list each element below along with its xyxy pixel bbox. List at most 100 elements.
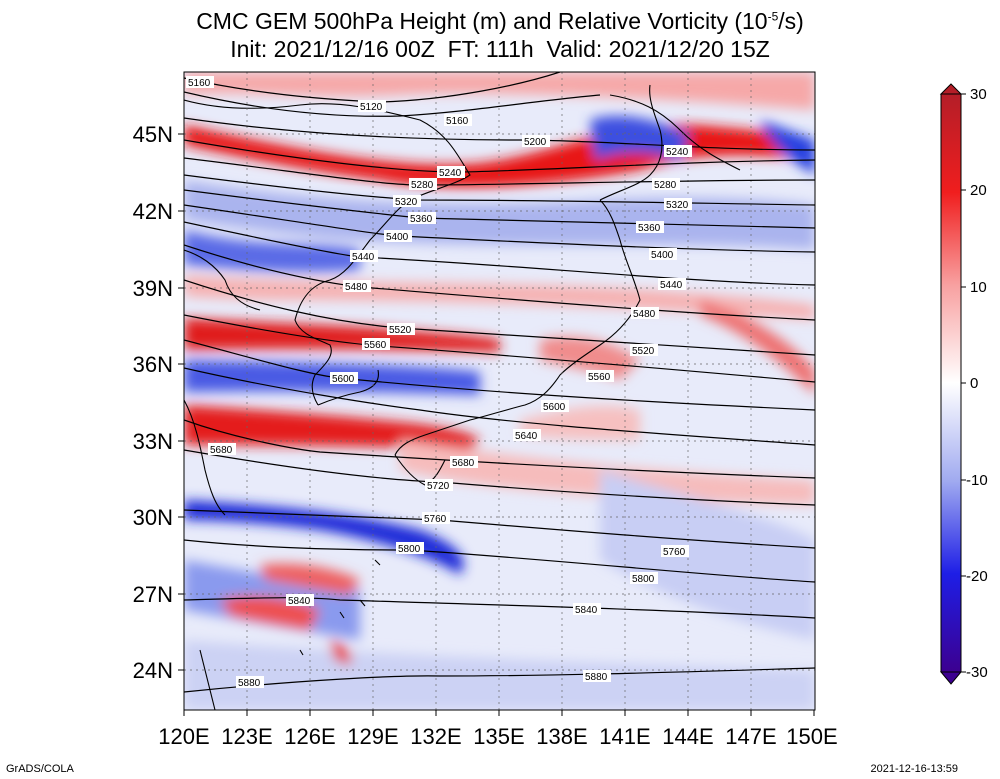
svg-text:5800: 5800 <box>632 574 655 585</box>
lon-label: 135E <box>473 724 524 749</box>
contour-label: 5520 <box>630 344 658 357</box>
svg-text:5400: 5400 <box>386 232 409 243</box>
lon-label: 123E <box>221 724 272 749</box>
colorbar-top-arrow <box>939 83 963 95</box>
contour-label: 5560 <box>362 338 390 351</box>
svg-text:5680: 5680 <box>210 445 233 456</box>
svg-text:5880: 5880 <box>585 672 608 683</box>
coastlines <box>184 84 741 710</box>
contour-label: 5240 <box>437 166 465 179</box>
title-unit-end: /s) <box>778 8 804 34</box>
contour-label: 5120 <box>358 100 386 113</box>
svg-text:5320: 5320 <box>395 197 418 208</box>
footer-software-credit: GrADS/COLA <box>6 763 74 775</box>
contour-label: 5720 <box>425 479 453 492</box>
contour-label: 5320 <box>664 198 692 211</box>
lat-label: 36N <box>133 352 173 377</box>
svg-text:5280: 5280 <box>654 180 677 191</box>
axis-ticks <box>178 133 815 716</box>
contour-label: 5800 <box>630 572 658 585</box>
svg-text:5640: 5640 <box>515 431 538 442</box>
svg-text:5560: 5560 <box>364 340 387 351</box>
contour-label: 5440 <box>350 250 378 263</box>
svg-text:5120: 5120 <box>360 102 383 113</box>
svg-text:5160: 5160 <box>188 78 211 89</box>
title-main: CMC GEM 500hPa Height (m) and Relative V… <box>196 8 768 34</box>
contour-label: 5600 <box>330 372 358 385</box>
svg-text:5520: 5520 <box>632 346 655 357</box>
vorticity-field <box>184 72 815 710</box>
svg-text:5480: 5480 <box>633 309 656 320</box>
contour-label: 5440 <box>658 278 686 291</box>
svg-text:5160: 5160 <box>446 116 469 127</box>
svg-text:5440: 5440 <box>660 280 683 291</box>
svg-text:5800: 5800 <box>398 544 421 555</box>
colorbar-tick: -10 <box>966 472 988 489</box>
contour-label: 5160 <box>444 114 472 127</box>
lat-label: 39N <box>133 276 173 301</box>
lat-label: 45N <box>133 122 173 147</box>
contour-label: 5480 <box>343 280 371 293</box>
contour-label: 5600 <box>541 400 569 413</box>
lat-label: 27N <box>133 582 173 607</box>
colorbar-bottom-arrow <box>939 671 963 685</box>
contour-label: 5360 <box>408 212 436 225</box>
contour-label: 5280 <box>409 178 437 191</box>
lon-label: 150E <box>786 724 837 749</box>
colorbar-tick: -30 <box>966 664 988 681</box>
contour-label: 5840 <box>573 603 601 616</box>
svg-text:5440: 5440 <box>352 252 375 263</box>
lon-label: 129E <box>347 724 398 749</box>
lon-label: 141E <box>599 724 650 749</box>
svg-text:5240: 5240 <box>439 168 462 179</box>
longitude-labels: 120E 123E 126E 129E 132E 135E 138E 141E … <box>158 724 837 749</box>
contour-label: 5760 <box>422 512 450 525</box>
title-exponent: -5 <box>767 9 779 24</box>
latitude-labels: 45N 42N 39N 36N 33N 30N 27N 24N <box>133 122 173 683</box>
svg-text:5760: 5760 <box>424 514 447 525</box>
lon-label: 144E <box>662 724 713 749</box>
lon-label: 138E <box>536 724 587 749</box>
contour-label: 5680 <box>450 456 478 469</box>
contour-label: 5760 <box>661 545 689 558</box>
svg-text:5360: 5360 <box>410 214 433 225</box>
colorbar-tick: 10 <box>970 279 987 296</box>
svg-text:5480: 5480 <box>345 282 368 293</box>
lat-label: 24N <box>133 658 173 683</box>
svg-text:5880: 5880 <box>238 678 261 689</box>
contour-labels: 5160 5120 5160 5200 5240 5240 5280 5280 … <box>186 76 692 689</box>
colorbar: 30 20 10 0 -10 -20 -30 <box>939 83 988 685</box>
svg-text:5840: 5840 <box>575 605 598 616</box>
contour-label: 5800 <box>396 542 424 555</box>
contour-label: 5400 <box>649 248 677 261</box>
svg-text:5400: 5400 <box>651 250 674 261</box>
svg-text:5600: 5600 <box>332 374 355 385</box>
svg-text:5680: 5680 <box>452 458 475 469</box>
contour-label: 5360 <box>636 221 664 234</box>
chart-title-line2: Init: 2021/12/16 00Z FT: 111h Valid: 202… <box>230 36 770 62</box>
colorbar-tick: 30 <box>970 86 987 103</box>
lon-label: 132E <box>410 724 461 749</box>
contour-label: 5880 <box>236 676 264 689</box>
lon-label: 120E <box>158 724 209 749</box>
contour-label: 5520 <box>387 323 415 336</box>
contour-label: 5240 <box>664 145 692 158</box>
contour-label: 5880 <box>583 670 611 683</box>
svg-text:5200: 5200 <box>524 137 547 148</box>
footer-timestamp: 2021-12-16-13:59 <box>870 763 958 775</box>
contour-label: 5680 <box>208 443 236 456</box>
svg-text:5720: 5720 <box>427 481 450 492</box>
lat-label: 30N <box>133 505 173 530</box>
contour-label: 5840 <box>286 594 314 607</box>
colorbar-gradient <box>940 93 962 673</box>
contour-label: 5560 <box>586 370 614 383</box>
svg-text:5360: 5360 <box>638 223 661 234</box>
svg-text:5320: 5320 <box>666 200 689 211</box>
svg-text:5840: 5840 <box>288 596 311 607</box>
contour-label: 5160 <box>186 76 214 89</box>
contour-label: 5200 <box>522 135 550 148</box>
svg-text:5520: 5520 <box>389 325 412 336</box>
svg-text:5600: 5600 <box>543 402 566 413</box>
colorbar-tick: 0 <box>970 375 978 392</box>
